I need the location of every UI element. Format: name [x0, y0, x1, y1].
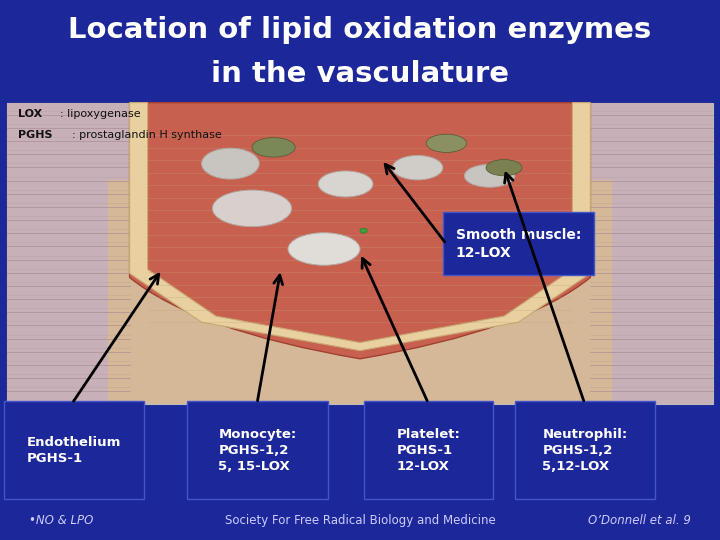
FancyBboxPatch shape [7, 103, 130, 403]
FancyBboxPatch shape [443, 212, 594, 275]
Ellipse shape [426, 134, 467, 152]
Text: O’Donnell et al. 9: O’Donnell et al. 9 [588, 514, 691, 527]
FancyBboxPatch shape [7, 103, 713, 403]
Text: Smooth muscle:
12-LOX: Smooth muscle: 12-LOX [456, 228, 581, 260]
Text: Location of lipid oxidation enzymes: Location of lipid oxidation enzymes [68, 16, 652, 44]
Text: Monocyte:
PGHS-1,2
5, 15-LOX: Monocyte: PGHS-1,2 5, 15-LOX [218, 428, 297, 473]
PathPatch shape [130, 103, 590, 350]
FancyBboxPatch shape [187, 402, 328, 499]
FancyBboxPatch shape [108, 180, 612, 403]
Ellipse shape [464, 165, 515, 187]
Text: Platelet:
PGHS-1
12-LOX: Platelet: PGHS-1 12-LOX [397, 428, 460, 473]
Text: : lipoxygenase: : lipoxygenase [60, 109, 140, 119]
Ellipse shape [202, 148, 259, 179]
Text: PGHS: PGHS [18, 130, 53, 140]
Ellipse shape [360, 228, 367, 233]
FancyBboxPatch shape [590, 103, 713, 403]
Text: Neutrophil:
PGHS-1,2
5,12-LOX: Neutrophil: PGHS-1,2 5,12-LOX [542, 428, 628, 473]
Ellipse shape [252, 138, 295, 157]
FancyBboxPatch shape [515, 402, 655, 499]
Text: Society For Free Radical Biology and Medicine: Society For Free Radical Biology and Med… [225, 514, 495, 527]
Ellipse shape [288, 233, 360, 265]
Text: in the vasculature: in the vasculature [211, 60, 509, 87]
Text: : prostaglandin H synthase: : prostaglandin H synthase [72, 130, 222, 140]
Text: Endothelium
PGHS-1: Endothelium PGHS-1 [27, 436, 121, 465]
Ellipse shape [318, 171, 373, 197]
FancyBboxPatch shape [4, 402, 144, 499]
Ellipse shape [212, 190, 292, 227]
Ellipse shape [392, 156, 443, 180]
Text: •NO & LPO: •NO & LPO [29, 514, 93, 527]
Ellipse shape [486, 159, 522, 176]
PathPatch shape [130, 103, 590, 359]
FancyBboxPatch shape [364, 402, 493, 499]
Text: LOX: LOX [18, 109, 42, 119]
